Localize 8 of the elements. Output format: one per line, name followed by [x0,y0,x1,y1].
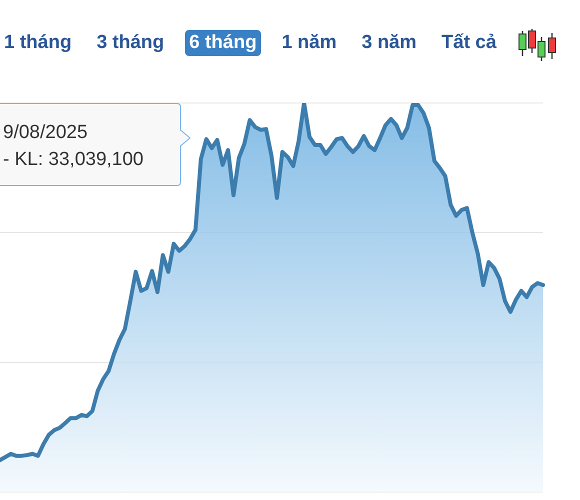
range-button[interactable]: 3 tháng [92,30,168,56]
range-button[interactable]: 3 năm [358,30,421,56]
annotation: - KL: 33,039,100 [3,149,144,171]
range-button[interactable]: 1 năm [278,30,341,56]
range-button[interactable]: 6 tháng [185,30,261,56]
range-button[interactable]: 1 tháng [0,30,76,56]
annotation: 9/08/2025 [3,122,88,144]
range-button[interactable]: Tất cả [438,30,500,56]
